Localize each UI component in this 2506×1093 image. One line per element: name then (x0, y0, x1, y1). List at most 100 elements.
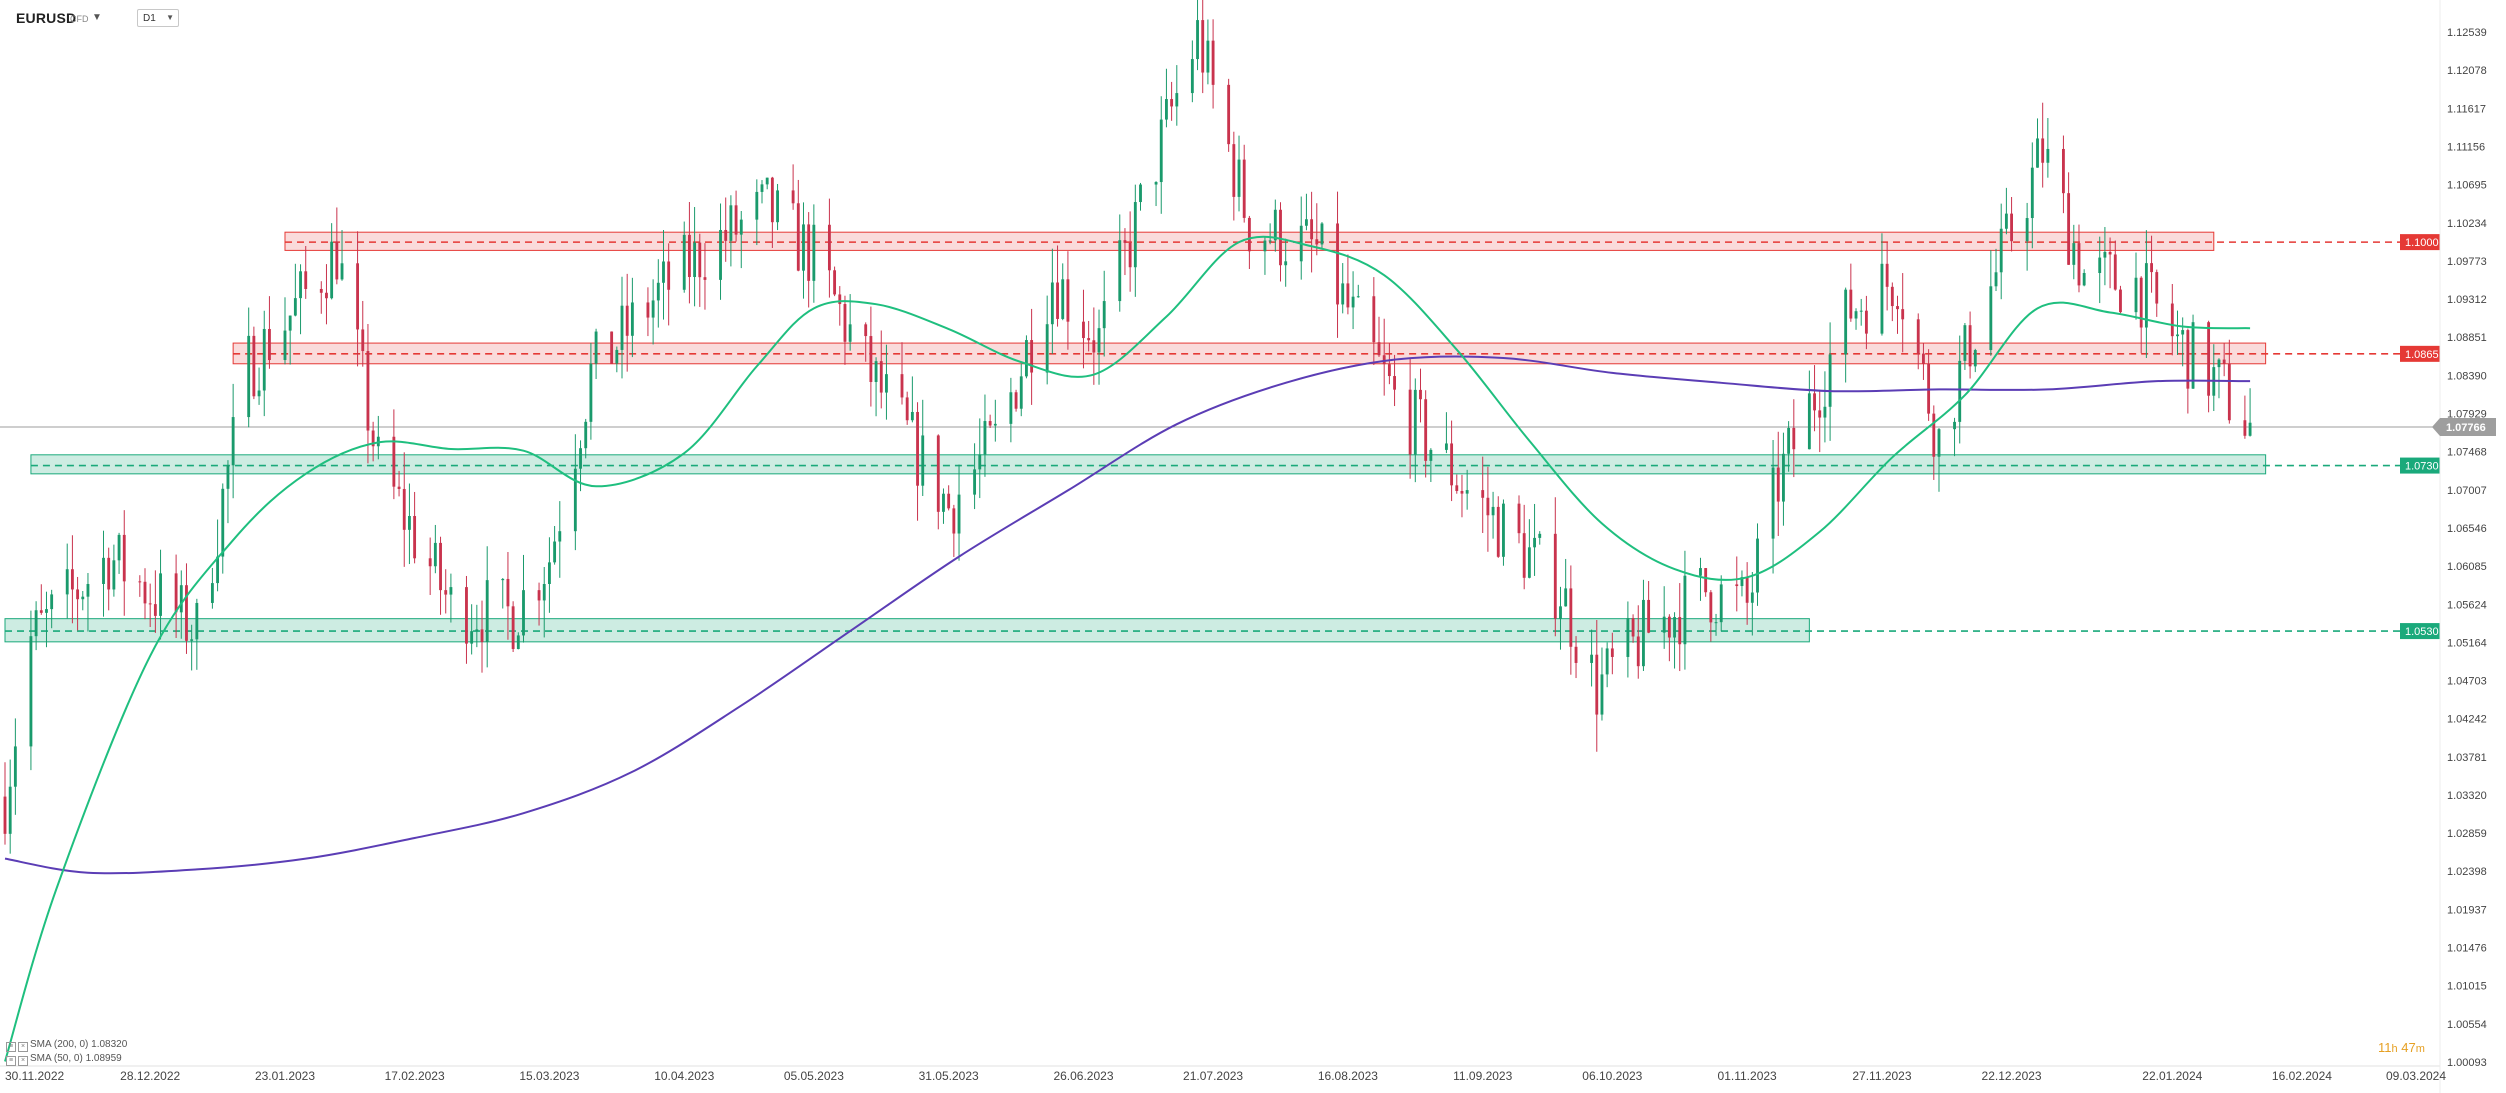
candle-down (687, 234, 691, 278)
candle-down (1792, 427, 1796, 450)
candle-up (288, 315, 292, 331)
y-tick-label: 1.00554 (2447, 1019, 2487, 1031)
candle-up (1118, 240, 1122, 302)
candle-down (143, 581, 147, 604)
candle-up (1750, 592, 1754, 603)
chevron-down-icon[interactable]: ▼ (92, 12, 102, 23)
candle-up (1771, 467, 1775, 539)
candle-up (283, 330, 287, 361)
candle-up (1807, 393, 1811, 450)
legend-item-sma200[interactable]: ≡ × SMA (200, 0) 1.08320 (6, 1038, 127, 1052)
candle-countdown: 11h 47m (2378, 1040, 2425, 1055)
candle-up (102, 557, 105, 584)
candle-up (1491, 506, 1495, 516)
candle-up (2134, 277, 2138, 313)
candle-down (1574, 646, 1578, 663)
settings-icon[interactable]: ≡ (6, 1042, 16, 1052)
candle-down (625, 305, 629, 336)
candle-up (1320, 223, 1324, 245)
candle-up (50, 594, 54, 610)
y-tick-label: 1.04703 (2447, 675, 2487, 687)
candle-down (1818, 410, 1822, 418)
candle-up (407, 515, 411, 530)
sma200-line[interactable] (4, 355, 2251, 875)
candle-up (802, 224, 805, 271)
candle-down (1932, 413, 1936, 457)
zone-box-support[interactable] (4, 618, 1810, 643)
zone-box-support[interactable] (30, 454, 2267, 475)
x-tick-label: 15.03.2023 (519, 1069, 579, 1083)
close-icon[interactable]: × (18, 1042, 28, 1052)
candle-down (1336, 223, 1339, 305)
candle-up (1533, 537, 1536, 548)
x-tick-label: 28.12.2022 (120, 1069, 180, 1083)
candle-up (651, 300, 655, 318)
candle-up (1061, 279, 1065, 319)
candle-down (1813, 393, 1816, 411)
candle-up (1019, 376, 1023, 409)
candle-up (1175, 93, 1179, 107)
candle-up (1559, 606, 1562, 619)
candle-down (1678, 617, 1682, 645)
candle-up (1994, 272, 1998, 287)
candle-down (1647, 599, 1651, 633)
candle-up (1045, 324, 1049, 373)
candle-down (465, 587, 468, 644)
legend-item-sma50[interactable]: ≡ × SMA (50, 0) 1.08959 (6, 1052, 127, 1066)
close-icon[interactable]: × (18, 1056, 28, 1066)
candle-up (1263, 240, 1267, 252)
candle-down (506, 578, 510, 607)
timeframe-select[interactable]: D1 ▼ (137, 9, 179, 27)
candle-down (1522, 533, 1526, 578)
x-tick-label: 09.03.2024 (2386, 1069, 2446, 1083)
candle-down (185, 585, 188, 641)
candle-up (1590, 654, 1594, 663)
candle-up (1502, 503, 1505, 557)
symbol-label[interactable]: EURUSD (16, 10, 77, 26)
x-tick-label: 27.11.2023 (1852, 1069, 1911, 1083)
y-tick-label: 1.06546 (2447, 523, 2487, 535)
candle-down (843, 304, 847, 342)
candle-down (838, 294, 842, 305)
settings-icon[interactable]: ≡ (6, 1056, 16, 1066)
sma50-line[interactable] (4, 235, 2251, 1062)
x-tick-label: 05.05.2023 (784, 1069, 844, 1083)
candle-up (973, 469, 977, 495)
y-tick-label: 1.05164 (2447, 637, 2487, 649)
candle-up (729, 205, 733, 241)
candle-up (475, 629, 479, 632)
candle-down (1419, 389, 1422, 400)
candle-up (2181, 330, 2185, 335)
candle-up (65, 569, 69, 595)
candle-down (869, 336, 873, 382)
zones-layer: 1.1000 1.0865 1.0730 1.0530 (4, 231, 2440, 643)
candle-up (501, 578, 505, 581)
candle-up (1854, 311, 1858, 319)
y-tick-label: 1.06085 (2447, 561, 2487, 573)
y-tick-label: 1.01937 (2447, 904, 2487, 916)
y-tick-label: 1.01476 (2447, 943, 2487, 955)
candle-up (2004, 213, 2008, 229)
candle-down (900, 374, 904, 398)
candle-down (413, 515, 417, 559)
candle-down (936, 435, 940, 512)
candle-up (159, 573, 162, 616)
candle-up (1683, 575, 1687, 645)
candle-up (1465, 490, 1469, 494)
candle-up (2176, 334, 2179, 337)
candle-up (1444, 443, 1448, 450)
y-tick-label: 1.12539 (2447, 27, 2487, 39)
candle-down (2113, 254, 2117, 290)
candle-up (221, 488, 225, 557)
candle-down (1030, 340, 1034, 373)
zone-level-tag (2400, 623, 2440, 640)
x-tick-label: 01.11.2023 (1718, 1069, 1777, 1083)
current-price-tag (2432, 418, 2496, 437)
candle-up (1237, 159, 1241, 197)
x-tick-label: 21.07.2023 (1183, 1069, 1243, 1083)
candle-down (335, 241, 339, 280)
candle-down (1424, 399, 1428, 461)
y-tick-label: 1.01015 (2447, 981, 2487, 993)
